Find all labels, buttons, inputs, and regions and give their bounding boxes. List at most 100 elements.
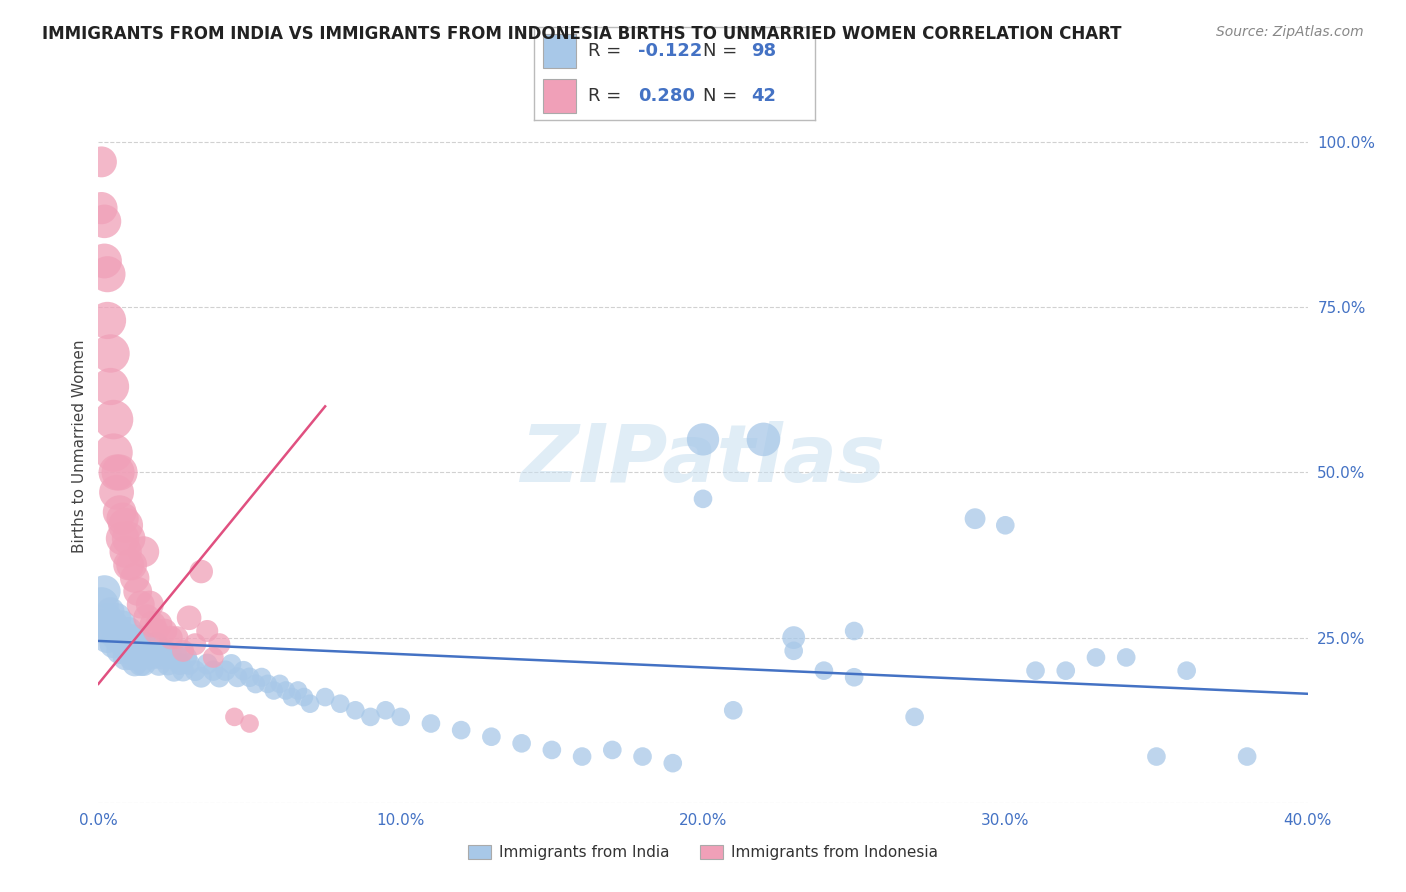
Point bbox=[195, 657, 218, 671]
Point bbox=[135, 611, 157, 625]
Point bbox=[111, 511, 134, 525]
Point bbox=[1115, 650, 1137, 665]
Point bbox=[124, 657, 146, 671]
Point bbox=[129, 657, 152, 671]
Point bbox=[132, 657, 155, 671]
Point bbox=[118, 644, 141, 658]
Point bbox=[292, 690, 315, 704]
Point bbox=[100, 379, 122, 393]
Point bbox=[184, 664, 207, 678]
FancyBboxPatch shape bbox=[543, 79, 576, 113]
Point bbox=[752, 433, 775, 447]
Point bbox=[661, 756, 683, 771]
Point bbox=[121, 631, 143, 645]
Point bbox=[160, 631, 183, 645]
Point bbox=[127, 584, 149, 599]
Point bbox=[571, 749, 593, 764]
Point bbox=[904, 710, 927, 724]
Text: N =: N = bbox=[703, 87, 742, 105]
Point bbox=[153, 644, 176, 658]
Point bbox=[172, 664, 194, 678]
Point bbox=[132, 637, 155, 651]
Point bbox=[111, 637, 134, 651]
Point bbox=[208, 637, 231, 651]
Point bbox=[127, 631, 149, 645]
Point bbox=[156, 657, 179, 671]
Legend: Immigrants from India, Immigrants from Indonesia: Immigrants from India, Immigrants from I… bbox=[463, 839, 943, 866]
Point bbox=[121, 558, 143, 572]
Point bbox=[344, 703, 367, 717]
Point bbox=[1144, 749, 1167, 764]
Point bbox=[245, 677, 267, 691]
Point bbox=[1175, 664, 1198, 678]
Point bbox=[103, 637, 125, 651]
Point bbox=[163, 664, 186, 678]
Point bbox=[813, 664, 835, 678]
Text: 98: 98 bbox=[751, 42, 776, 60]
Point bbox=[420, 716, 443, 731]
Point bbox=[129, 598, 152, 612]
Point bbox=[145, 637, 167, 651]
Point bbox=[224, 710, 246, 724]
Point bbox=[139, 598, 162, 612]
Point bbox=[124, 571, 146, 585]
Point bbox=[111, 617, 134, 632]
Point bbox=[329, 697, 352, 711]
Point bbox=[287, 683, 309, 698]
Point bbox=[103, 445, 125, 459]
Text: Source: ZipAtlas.com: Source: ZipAtlas.com bbox=[1216, 25, 1364, 39]
Text: IMMIGRANTS FROM INDIA VS IMMIGRANTS FROM INDONESIA BIRTHS TO UNMARRIED WOMEN COR: IMMIGRANTS FROM INDIA VS IMMIGRANTS FROM… bbox=[42, 25, 1122, 43]
Point bbox=[994, 518, 1017, 533]
Point bbox=[103, 412, 125, 426]
Point bbox=[90, 201, 112, 215]
Point bbox=[510, 736, 533, 750]
Point bbox=[450, 723, 472, 738]
Point bbox=[105, 485, 128, 500]
Point bbox=[105, 466, 128, 480]
Point bbox=[723, 703, 745, 717]
Point bbox=[166, 650, 188, 665]
Point bbox=[195, 624, 218, 638]
Point bbox=[96, 313, 118, 327]
Point bbox=[360, 710, 382, 724]
Point bbox=[269, 677, 291, 691]
Point bbox=[127, 650, 149, 665]
Point bbox=[844, 670, 866, 684]
Point bbox=[174, 650, 197, 665]
Point bbox=[90, 154, 112, 169]
Point bbox=[232, 664, 254, 678]
Point bbox=[100, 604, 122, 618]
Point bbox=[108, 466, 131, 480]
Point bbox=[1085, 650, 1108, 665]
Point bbox=[105, 631, 128, 645]
Point bbox=[118, 532, 141, 546]
Point bbox=[108, 624, 131, 638]
Point bbox=[263, 683, 285, 698]
Point bbox=[965, 511, 987, 525]
Point bbox=[1236, 749, 1258, 764]
Point bbox=[139, 644, 162, 658]
Point bbox=[93, 254, 115, 268]
Point bbox=[93, 617, 115, 632]
Point bbox=[540, 743, 562, 757]
Point bbox=[169, 657, 191, 671]
Point bbox=[114, 631, 136, 645]
Point bbox=[1054, 664, 1077, 678]
Point bbox=[190, 670, 212, 684]
Point bbox=[783, 644, 806, 658]
Point bbox=[111, 532, 134, 546]
Point bbox=[844, 624, 866, 638]
FancyBboxPatch shape bbox=[543, 34, 576, 68]
Point bbox=[692, 491, 714, 506]
Point bbox=[208, 670, 231, 684]
Point bbox=[184, 637, 207, 651]
Text: N =: N = bbox=[703, 42, 742, 60]
Y-axis label: Births to Unmarried Women: Births to Unmarried Women bbox=[72, 339, 87, 553]
Point bbox=[93, 584, 115, 599]
Point bbox=[250, 670, 273, 684]
Text: R =: R = bbox=[588, 87, 627, 105]
Point bbox=[148, 617, 170, 632]
Point bbox=[226, 670, 249, 684]
Point bbox=[239, 716, 262, 731]
Point bbox=[783, 631, 806, 645]
